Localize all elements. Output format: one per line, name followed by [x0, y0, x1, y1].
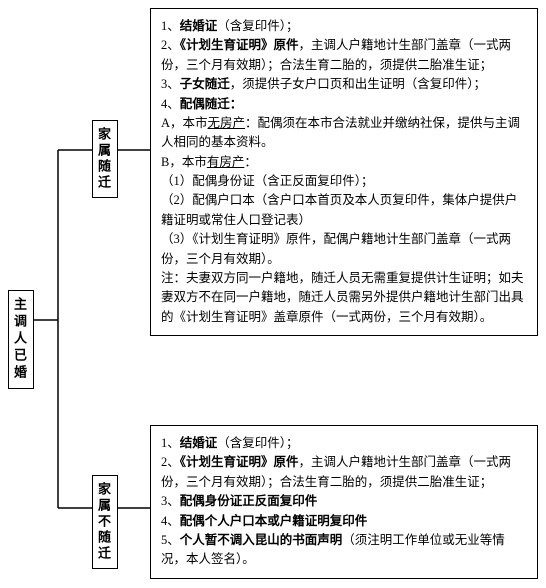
root-label: 主调人已婚: [12, 297, 27, 382]
c1-l2-b: 《计划生育证明》原件: [180, 38, 299, 52]
branch-node-1: 家属随迁: [92, 120, 118, 198]
c1-line3: 3、子女随迁，须提供子女户口页和出生证明（含复印件）；: [161, 75, 527, 94]
c1-note: 注：夫妻双方同一户籍地，随迁人员无需重复提供计生证明；如夫妻双方不在同一户籍地，…: [161, 269, 527, 327]
content-box-1: 1、结婚证（含复印件）； 2、《计划生育证明》原件，主调人户籍地计生部门盖章（一…: [150, 8, 538, 336]
root-node: 主调人已婚: [8, 290, 34, 389]
c2-l1-b: 结婚证: [180, 436, 218, 450]
c2-line4: 4、配偶个人户口本或户籍证明复印件: [161, 512, 527, 531]
c2-l5-b: 个人暂不调入昆山的书面声明: [180, 533, 343, 547]
c1-l4-pre: 4、: [161, 97, 180, 111]
c2-l1-pre: 1、: [161, 436, 180, 450]
c1-l4-b: 配偶随迁：: [180, 97, 243, 111]
content-box-2: 1、结婚证（含复印件）； 2、《计划生育证明》原件，主调人户籍地计生部门盖章（一…: [150, 425, 538, 579]
c1-l1-pre: 1、: [161, 19, 180, 33]
c1-lB-u: 有房产: [207, 155, 245, 169]
c1-b3: （3）《计划生育证明》原件，配偶户籍地计生部门盖章（一式两份，三个月有效期）。: [161, 230, 527, 269]
c1-line2: 2、《计划生育证明》原件，主调人户籍地计生部门盖章（一式两份，三个月有效期）；合…: [161, 36, 527, 75]
c1-line1: 1、结婚证（含复印件）；: [161, 17, 527, 36]
c1-lB-post: ：: [244, 155, 257, 169]
c1-lA-u: 无房产: [208, 116, 246, 130]
c2-l1-post: （含复印件）；: [217, 436, 298, 450]
branch-2-label: 家属不随迁: [96, 482, 111, 562]
c2-line5: 5、个人暂不调入昆山的书面声明（须注明工作单位或无业等情况，本人签名）。: [161, 531, 527, 570]
c1-b2: （2）配偶户口本（含户口本首页及本人页复印件，集体户提供户籍证明或常住人口登记表…: [161, 191, 527, 230]
c1-l3-pre: 3、: [161, 77, 180, 91]
c2-line1: 1、结婚证（含复印件）；: [161, 434, 527, 453]
c1-l3-b: 子女随迁: [180, 77, 230, 91]
c2-l3-pre: 3、: [161, 494, 180, 508]
c2-l4-b: 配偶个人户口本或户籍证明复印件: [180, 514, 368, 528]
c2-l4-pre: 4、: [161, 514, 180, 528]
c1-l1-b: 结婚证: [180, 19, 218, 33]
branch-node-2: 家属不随迁: [92, 475, 118, 569]
c2-l5-pre: 5、: [161, 533, 180, 547]
c2-l2-b: 《计划生育证明》原件: [180, 455, 299, 469]
c1-b1: （1）配偶身份证（含正反面复印件）；: [161, 172, 527, 191]
c1-lineA: A，本市无房产：配偶须在本市合法就业并缴纳社保，提供与主调人相同的基本资料。: [161, 114, 527, 153]
c1-l1-post: （含复印件）；: [217, 19, 298, 33]
c1-line4: 4、配偶随迁：: [161, 95, 527, 114]
c1-lA-pre: A，本市: [161, 116, 208, 130]
c1-lB-pre: B，本市: [161, 155, 207, 169]
c2-line3: 3、配偶身份证正反面复印件: [161, 492, 527, 511]
c2-l2-pre: 2、: [161, 455, 180, 469]
branch-1-label: 家属随迁: [96, 127, 111, 191]
c2-l3-b: 配偶身份证正反面复印件: [180, 494, 318, 508]
c1-l3-post: ，须提供子女户口页和出生证明（含复印件）；: [230, 77, 486, 91]
c2-line2: 2、《计划生育证明》原件，主调人户籍地计生部门盖章（一式两份，三个月有效期）；合…: [161, 453, 527, 492]
c1-lineB: B，本市有房产：: [161, 153, 527, 172]
c1-l2-pre: 2、: [161, 38, 180, 52]
